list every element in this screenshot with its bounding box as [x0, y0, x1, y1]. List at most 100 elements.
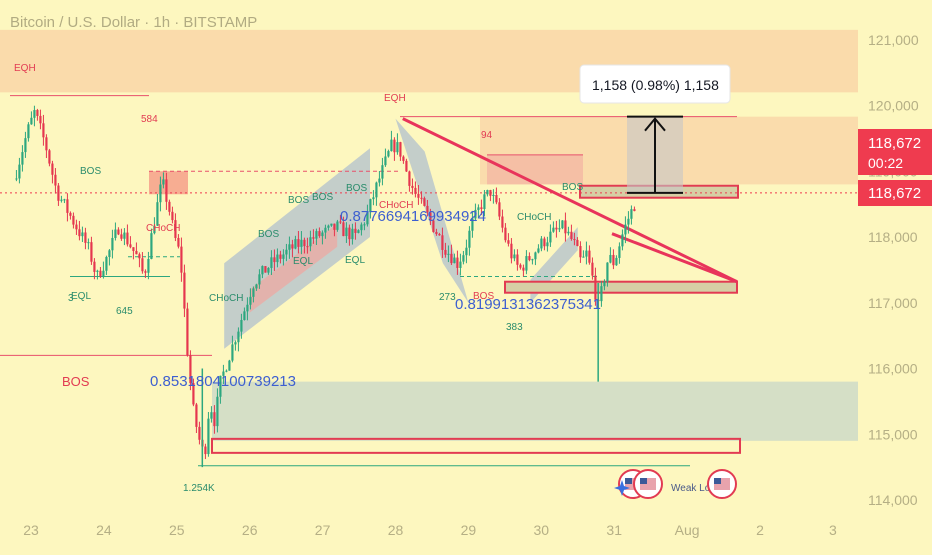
candle-body	[567, 231, 570, 234]
candle-body	[462, 255, 465, 262]
label-choch: CHoCH	[146, 223, 180, 234]
label-bos: BOS	[62, 374, 90, 389]
candle-body	[411, 185, 414, 188]
candle-body	[330, 223, 333, 226]
candle-body	[345, 227, 348, 237]
candle-body	[90, 242, 93, 262]
candle-body	[75, 224, 78, 230]
candle-body	[87, 242, 90, 244]
candle-body	[348, 227, 351, 240]
price-badge-lower	[858, 180, 932, 206]
candle-body	[255, 284, 258, 289]
candle-body	[93, 261, 96, 272]
candle-body	[603, 281, 606, 287]
candle-body	[468, 230, 471, 248]
x-tick-label: 24	[96, 522, 112, 538]
candle-body	[84, 232, 87, 243]
candle-body	[480, 207, 483, 209]
candle-body	[498, 202, 501, 217]
label-number: 273	[439, 292, 456, 303]
candle-body	[552, 227, 555, 232]
candle-body	[306, 246, 309, 248]
order-block-584	[149, 171, 188, 195]
label-bos: BOS	[288, 195, 309, 206]
candle-body	[570, 231, 573, 240]
demand-zone	[212, 381, 858, 441]
label-eql: EQL	[345, 255, 365, 266]
candle-body	[288, 244, 291, 250]
candle-body	[243, 311, 246, 320]
candle-body	[393, 139, 396, 153]
price-scale[interactable]	[858, 0, 932, 550]
candle-body	[138, 254, 141, 259]
candle-body	[477, 207, 480, 210]
order-block-94	[487, 154, 583, 185]
label-94: 94	[481, 130, 493, 141]
candle-body	[546, 242, 549, 247]
candle-body	[600, 286, 603, 302]
candle-body	[285, 249, 288, 255]
candle-body	[375, 182, 378, 198]
candle-body	[540, 238, 543, 249]
candle-body	[612, 254, 615, 266]
candle-body	[189, 355, 192, 384]
fib-value: 0.8531804100739213	[150, 373, 296, 390]
candle-body	[294, 239, 297, 249]
ascending-channel	[224, 148, 370, 349]
candle-body	[270, 257, 273, 268]
candle-body	[219, 375, 222, 397]
candle-body	[303, 239, 306, 247]
candle-body	[561, 220, 564, 229]
price-badge-value: 118,672	[868, 135, 921, 152]
candle-body	[417, 193, 420, 198]
candle-body	[45, 137, 48, 151]
candle-body	[105, 256, 108, 271]
candle-body	[276, 254, 279, 263]
candle-body	[483, 194, 486, 209]
candle-body	[162, 179, 165, 185]
candle-body	[18, 164, 21, 179]
label-number: 383	[506, 322, 523, 333]
candle-body	[147, 258, 150, 273]
candle-body	[48, 150, 51, 164]
candle-body	[513, 254, 516, 259]
candle-body	[327, 225, 330, 228]
candle-body	[246, 304, 249, 312]
candle-body	[237, 331, 240, 343]
candle-body	[579, 246, 582, 258]
candle-body	[576, 239, 579, 247]
candle-body	[450, 253, 453, 264]
candle-body	[609, 254, 612, 263]
candle-body	[180, 246, 183, 273]
candle-body	[354, 228, 357, 233]
channel-inner	[249, 223, 338, 313]
candle-body	[378, 178, 381, 183]
candle-body	[588, 250, 591, 263]
candle-body	[204, 446, 207, 455]
candle-body	[351, 228, 354, 240]
candle-body	[381, 165, 384, 179]
candle-body	[30, 117, 33, 125]
candle-body	[198, 426, 201, 440]
candle-body	[357, 230, 360, 233]
label-choch: CHoCH	[517, 212, 551, 223]
candle-body	[177, 237, 180, 247]
y-tick-label: 120,000	[868, 98, 919, 114]
candle-body	[384, 156, 387, 166]
candle-body	[459, 261, 462, 268]
candle-body	[99, 270, 102, 277]
candle-body	[339, 221, 342, 223]
sparkle-icon	[614, 480, 630, 496]
candle-body	[405, 160, 408, 172]
candle-body	[333, 223, 336, 230]
candle-body	[438, 234, 441, 236]
candle-body	[81, 232, 84, 237]
candle-body	[423, 198, 426, 206]
candle-body	[522, 267, 525, 271]
candle-body	[33, 110, 36, 118]
candle-body	[447, 253, 450, 255]
candle-body	[102, 270, 105, 277]
candle-body	[300, 239, 303, 247]
